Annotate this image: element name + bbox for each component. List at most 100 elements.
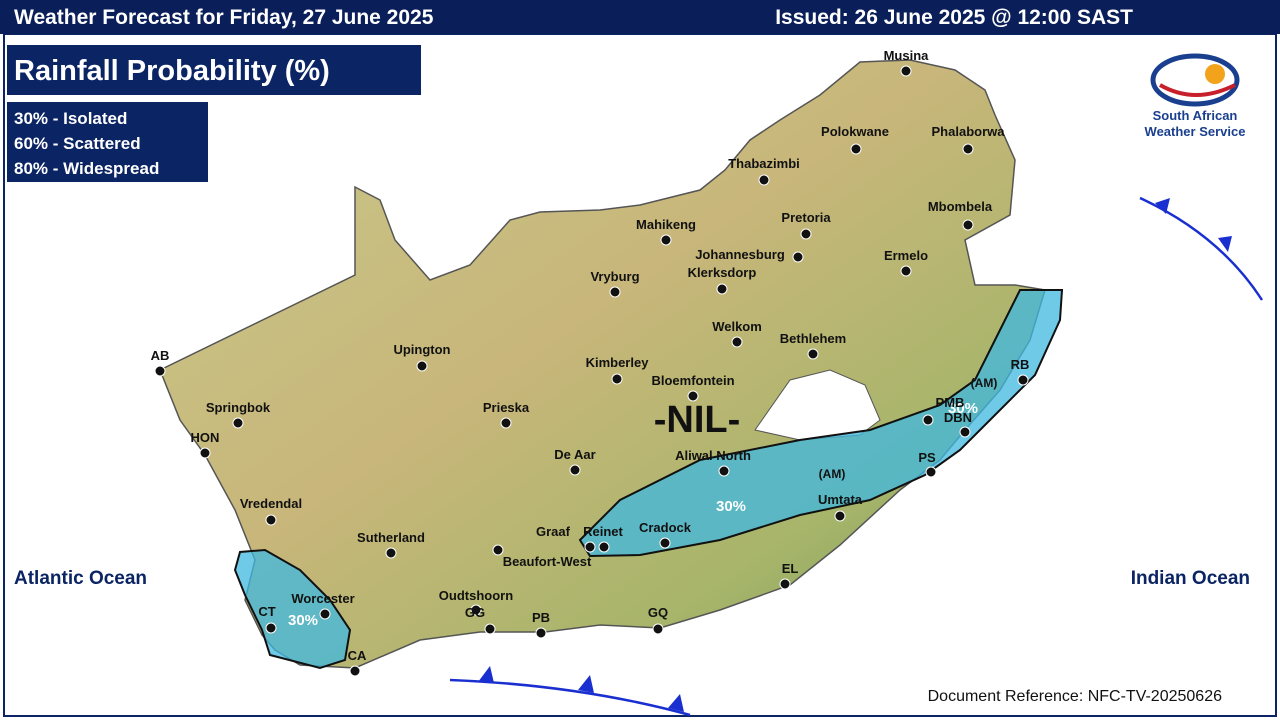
city-marker [660, 234, 672, 246]
city-label: Reinet [583, 524, 623, 539]
document-reference: Document Reference: NFC-TV-20250626 [928, 688, 1222, 705]
city-label: Mbombela [928, 199, 993, 214]
city-label: Cradock [639, 520, 692, 535]
city-label: Vryburg [590, 269, 639, 284]
legend-item: 80% - Widespread [14, 159, 159, 178]
legend-box [5, 100, 210, 184]
city-label: PMB [936, 395, 965, 410]
city-label: EL [782, 561, 799, 576]
city-label: Phalaborwa [932, 124, 1006, 139]
city-marker [800, 228, 812, 240]
cold-front [1139, 196, 1264, 301]
city-label: Musina [884, 48, 930, 63]
ocean-label: Atlantic Ocean [14, 568, 147, 589]
city-label: Upington [393, 342, 450, 357]
city-label: Ermelo [884, 248, 928, 263]
front-triangles [478, 666, 684, 712]
city-marker [792, 251, 804, 263]
city-marker [416, 360, 428, 372]
am-label: (AM) [819, 467, 846, 481]
city-marker [492, 544, 504, 556]
city-marker [779, 578, 791, 590]
city-marker [611, 373, 623, 385]
city-marker [758, 174, 770, 186]
city-label: Aliwal North [675, 448, 751, 463]
city-marker [718, 465, 730, 477]
nil-label: -NIL- [654, 399, 741, 441]
city-label: GQ [648, 605, 668, 620]
issued-date: Issued: 26 June 2025 @ 12:00 SAST [775, 6, 1133, 29]
city-marker [609, 286, 621, 298]
city-marker [900, 65, 912, 77]
front-triangles [1155, 198, 1232, 252]
city-label: Welkom [712, 319, 762, 334]
city-marker [834, 510, 846, 522]
city-marker [925, 466, 937, 478]
ocean-label: Indian Ocean [1131, 568, 1250, 589]
city-label: GG [465, 605, 485, 620]
city-marker [659, 537, 671, 549]
city-label: Vredendal [240, 496, 302, 511]
city-marker [687, 390, 699, 402]
city-label: Bethlehem [780, 331, 846, 346]
city-label: CT [258, 604, 275, 619]
cities: Musina Polokwane Phalaborwa Thabazimbi Mbomb… [151, 48, 1029, 677]
city-label: Beaufort-West [503, 554, 592, 569]
city-label: Kimberley [586, 355, 650, 370]
rain-probability: 30% [716, 498, 746, 515]
city-label: Graaf [536, 524, 571, 539]
city-marker [1017, 374, 1029, 386]
city-marker [154, 365, 166, 377]
city-marker [265, 622, 277, 634]
city-marker [385, 547, 397, 559]
header-title: Weather Forecast for Friday, 27 June 202… [14, 6, 434, 29]
city-marker [569, 464, 581, 476]
city-label: Mahikeng [636, 217, 696, 232]
logo-text: South African [1153, 108, 1238, 123]
city-label: Worcester [291, 591, 354, 606]
panel-title: Rainfall Probability (%) [14, 55, 330, 87]
city-marker [716, 283, 728, 295]
city-label: Klerksdorp [688, 265, 757, 280]
city-label: Prieska [483, 400, 530, 415]
city-marker [731, 336, 743, 348]
rain-area-east [578, 289, 1064, 558]
city-marker [500, 417, 512, 429]
am-label: (AM) [971, 376, 998, 390]
logo-text: Weather Service [1145, 124, 1246, 139]
city-marker [535, 627, 547, 639]
city-marker [652, 623, 664, 635]
rain-probability: 30% [948, 400, 978, 417]
city-label: Bloemfontein [651, 373, 734, 388]
city-label: Oudtshoorn [439, 588, 513, 603]
city-marker [265, 514, 277, 526]
city-marker [598, 541, 610, 553]
city-label: Springbok [206, 400, 271, 415]
city-label: AB [151, 348, 170, 363]
city-label: HON [191, 430, 220, 445]
city-label: PS [918, 450, 936, 465]
city-marker [584, 541, 596, 553]
city-marker [199, 447, 211, 459]
city-label: PB [532, 610, 550, 625]
city-label: CA [348, 648, 367, 663]
legend-item: 30% - Isolated [14, 109, 127, 128]
city-label: Thabazimbi [728, 156, 800, 171]
city-label: Johannesburg [695, 247, 785, 262]
city-label: Polokwane [821, 124, 889, 139]
city-label: Pretoria [781, 210, 831, 225]
city-marker [959, 426, 971, 438]
city-label: Umtata [818, 492, 863, 507]
city-marker [962, 219, 974, 231]
city-marker [232, 417, 244, 429]
city-marker [470, 604, 482, 616]
city-label: Sutherland [357, 530, 425, 545]
city-marker [484, 623, 496, 635]
city-marker [850, 143, 862, 155]
legend-item: 60% - Scattered [14, 134, 141, 153]
city-marker [922, 414, 934, 426]
city-marker [962, 143, 974, 155]
header-bar [0, 0, 1280, 34]
city-label: DBN [944, 410, 972, 425]
